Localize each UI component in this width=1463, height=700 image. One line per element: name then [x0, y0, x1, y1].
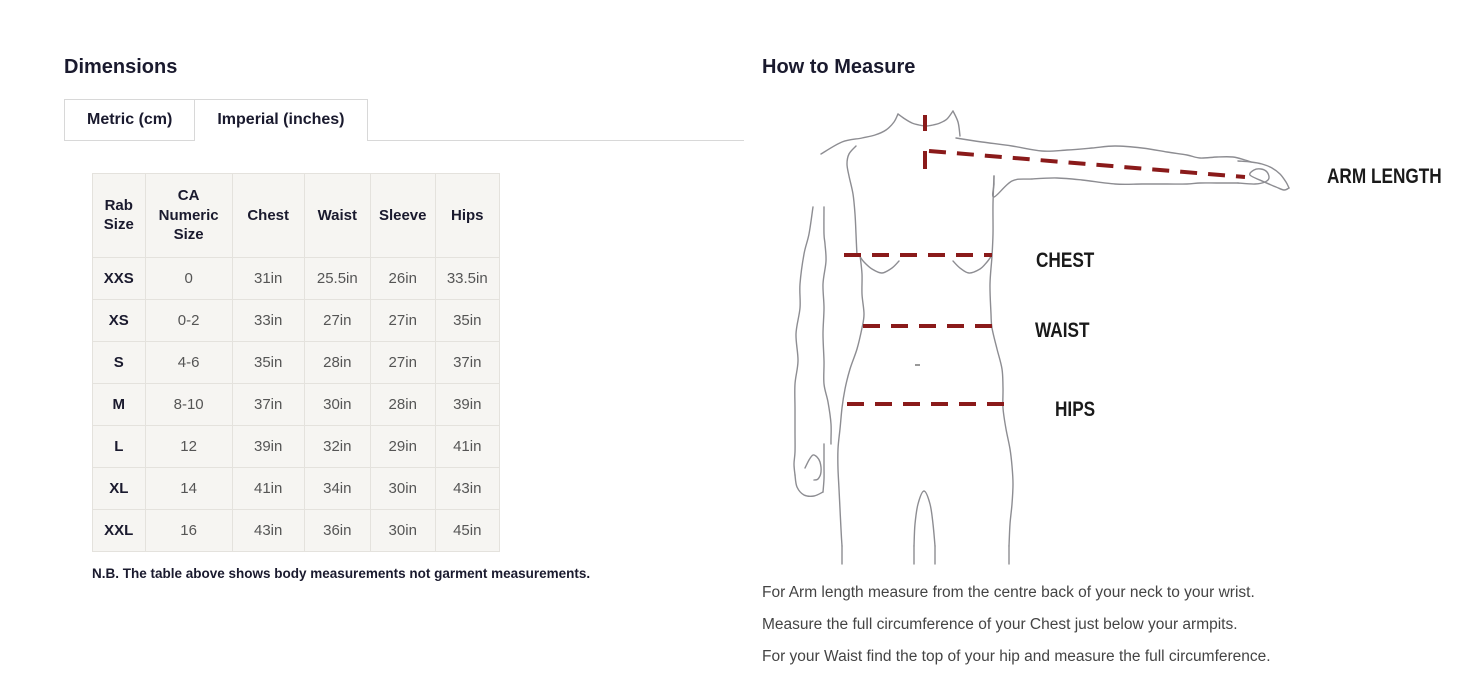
svg-text:CHEST: CHEST [1036, 250, 1095, 273]
svg-text:ARM LENGTH: ARM LENGTH [1327, 166, 1442, 189]
svg-text:WAIST: WAIST [1035, 320, 1090, 343]
svg-text:HIPS: HIPS [1055, 399, 1095, 422]
